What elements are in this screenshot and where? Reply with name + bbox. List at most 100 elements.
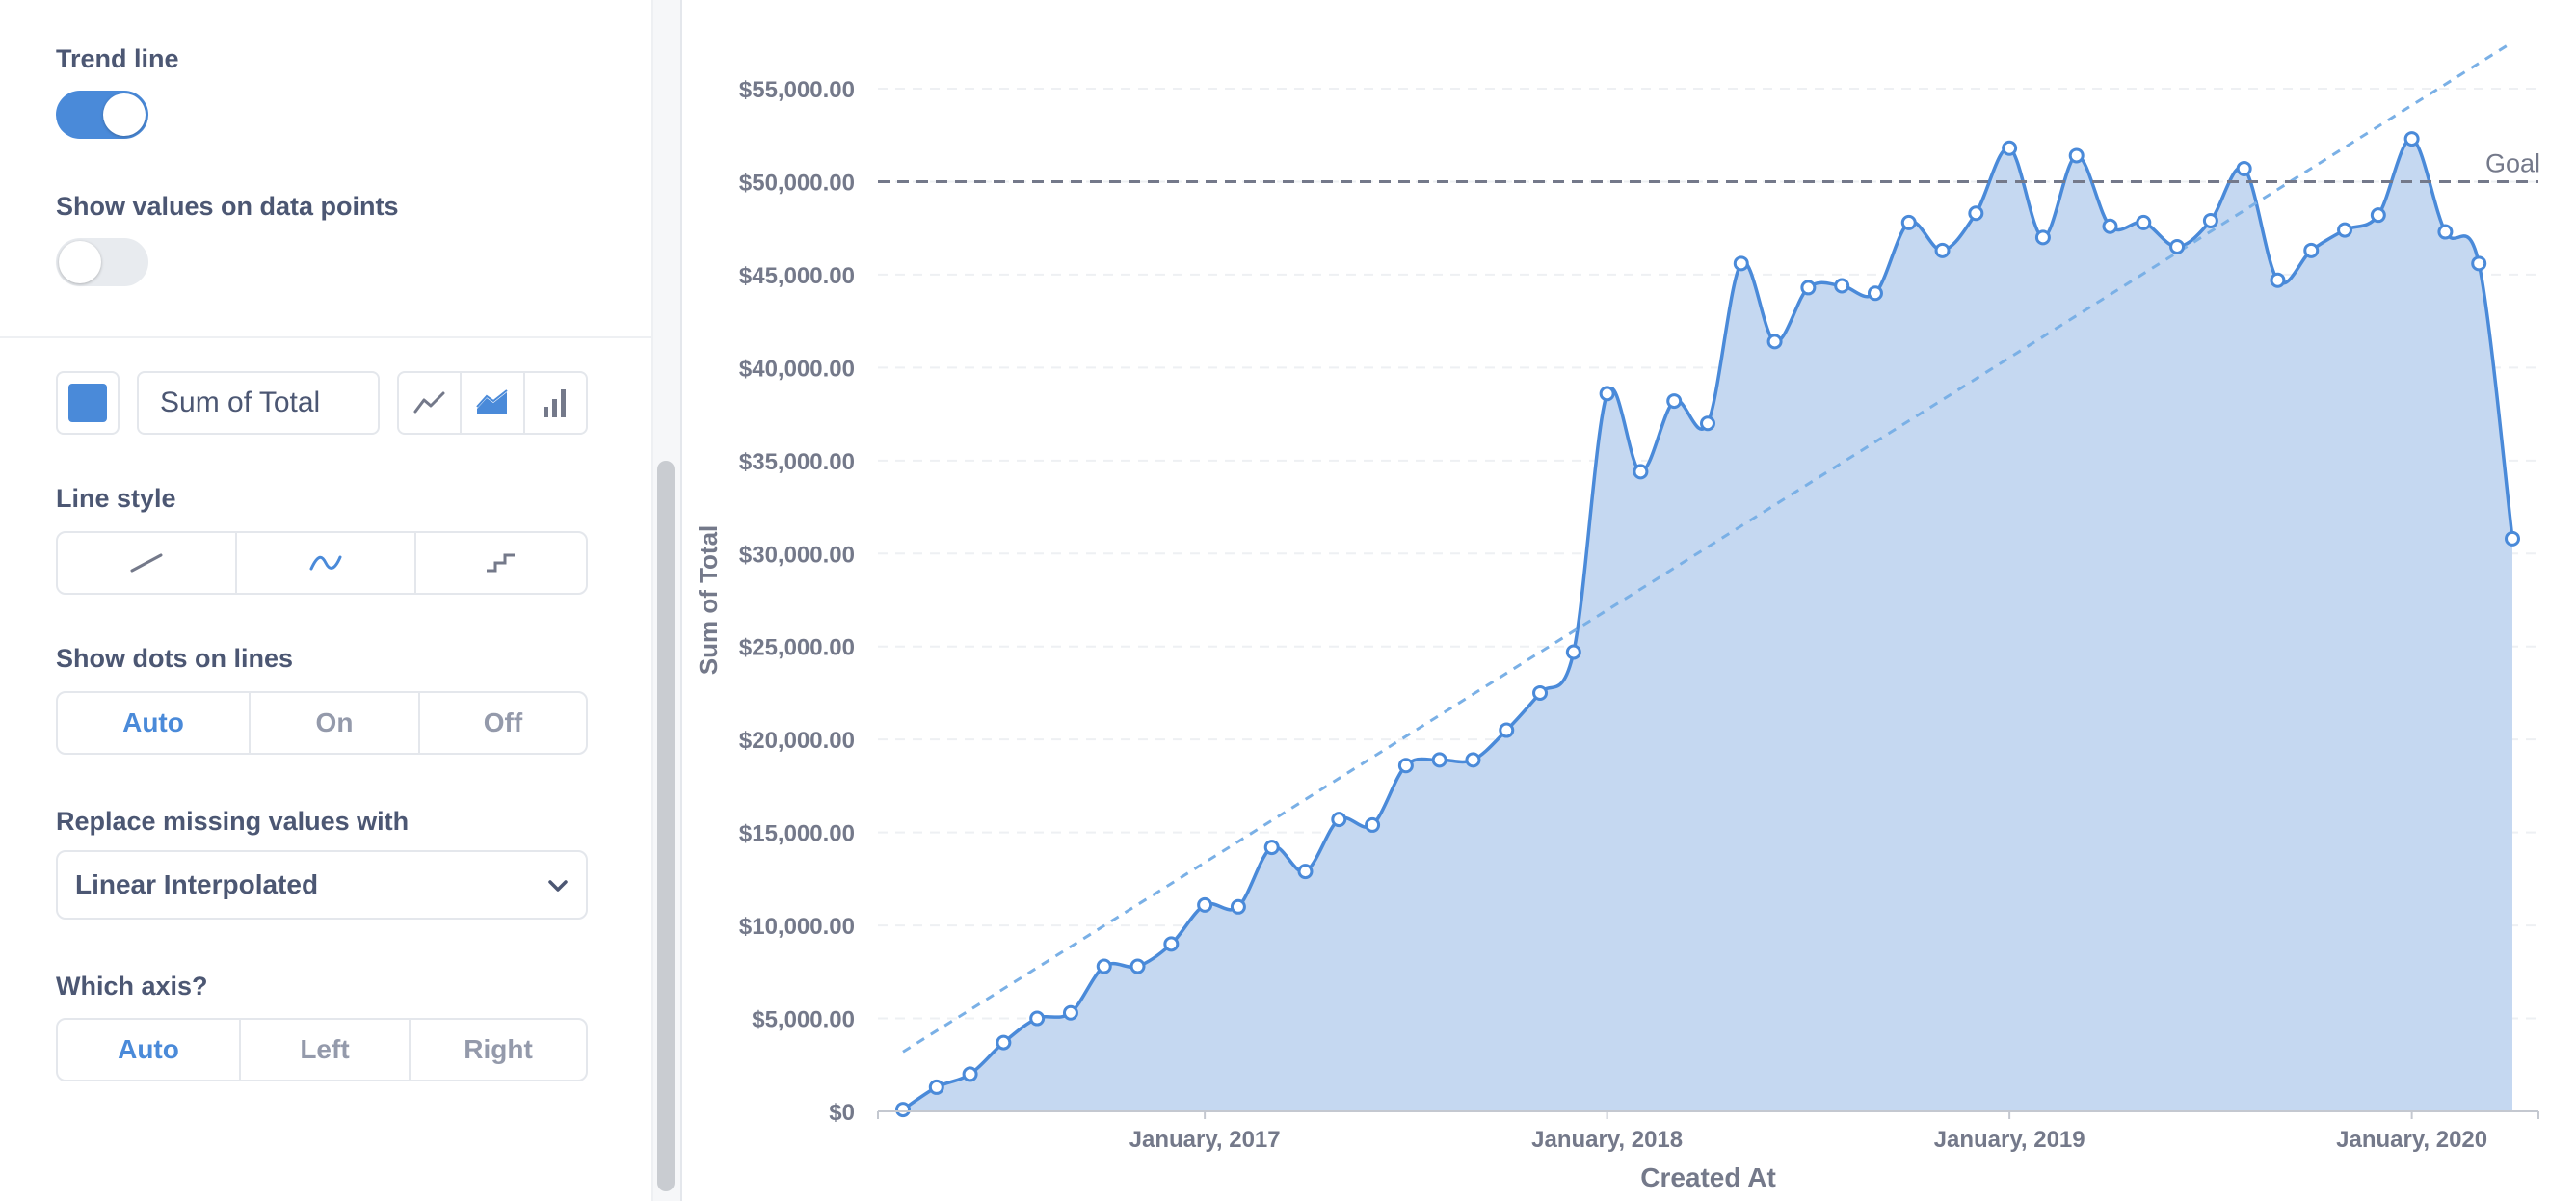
line-chart-type-button[interactable]: [399, 373, 463, 433]
area-chart: Goal $0 $5,000.00 $10,000.00 $15,000.00 $20,…: [694, 40, 2540, 1192]
goal-label: Goal: [2485, 148, 2540, 177]
series-area-fill: [903, 138, 2512, 1112]
axis-right-option[interactable]: Right: [464, 1034, 533, 1064]
dots-off-option[interactable]: Off: [483, 707, 523, 737]
missing-values-label: Replace missing values with: [56, 807, 410, 836]
data-point[interactable]: [2136, 214, 2152, 230]
data-point[interactable]: [2169, 238, 2186, 254]
data-point[interactable]: [1700, 415, 1715, 432]
data-point[interactable]: [1766, 334, 1783, 350]
data-point[interactable]: [1532, 684, 1549, 701]
bar-chart-type-button[interactable]: [525, 373, 586, 433]
line-style-label: Line style: [56, 484, 176, 513]
data-point[interactable]: [1499, 722, 1515, 738]
data-point[interactable]: [1029, 1010, 1046, 1027]
y-tick-label: $0: [829, 1100, 855, 1126]
series-color-picker[interactable]: [56, 371, 120, 435]
dots-on-option[interactable]: On: [251, 693, 420, 753]
curved-line-style-button[interactable]: [237, 533, 416, 593]
y-tick-label: $55,000.00: [739, 77, 855, 103]
data-point[interactable]: [962, 1066, 978, 1082]
curved-line-icon: [309, 555, 342, 571]
y-axis-title: Sum of Total: [694, 525, 723, 676]
x-tick-label: January, 2019: [1934, 1127, 2085, 1153]
data-point[interactable]: [2236, 160, 2252, 176]
y-tick-label: $45,000.00: [739, 263, 855, 289]
data-point[interactable]: [1565, 644, 1581, 660]
data-point[interactable]: [1599, 386, 1615, 402]
data-point[interactable]: [2505, 530, 2520, 547]
area-chart-icon: [476, 389, 508, 414]
dots-auto-option[interactable]: Auto: [58, 693, 251, 753]
chart-settings-sidebar: Trend line Show values on data points Li…: [0, 0, 653, 1201]
which-axis-label: Which axis?: [56, 972, 208, 1001]
data-point[interactable]: [2337, 222, 2353, 238]
data-point[interactable]: [1263, 840, 1280, 856]
data-point[interactable]: [1465, 752, 1481, 768]
axis-left-option[interactable]: Left: [241, 1020, 411, 1080]
series-name-input[interactable]: [137, 371, 380, 435]
data-point[interactable]: [1900, 214, 1917, 230]
data-point[interactable]: [1096, 958, 1112, 974]
step-line-style-button[interactable]: [416, 533, 586, 593]
data-point[interactable]: [2202, 212, 2218, 228]
data-point[interactable]: [1397, 758, 1414, 774]
data-point[interactable]: [2471, 255, 2487, 272]
trend-line-toggle[interactable]: [56, 91, 148, 139]
missing-values-select[interactable]: Linear Interpolated: [56, 850, 588, 920]
data-point[interactable]: [1968, 205, 1984, 222]
step-line-icon: [487, 553, 515, 573]
data-point[interactable]: [2303, 242, 2320, 258]
data-point[interactable]: [1365, 816, 1381, 833]
y-tick-label: $35,000.00: [739, 449, 855, 475]
data-point[interactable]: [1297, 864, 1314, 880]
data-point[interactable]: [1934, 242, 1951, 258]
data-point[interactable]: [2403, 131, 2420, 147]
linear-line-style-button[interactable]: [58, 533, 237, 593]
y-tick-label: $10,000.00: [739, 914, 855, 940]
sidebar-scrollbar-thumb[interactable]: [657, 461, 675, 1191]
data-point[interactable]: [2102, 218, 2118, 234]
data-point[interactable]: [1800, 280, 1817, 296]
y-tick-label: $15,000.00: [739, 821, 855, 847]
missing-values-selected-value: Linear Interpolated: [75, 869, 319, 899]
axis-auto-option[interactable]: Auto: [58, 1020, 241, 1080]
data-point[interactable]: [2270, 272, 2286, 288]
data-point[interactable]: [1633, 464, 1649, 480]
data-point[interactable]: [1666, 393, 1683, 410]
show-dots-selector: Auto On Off: [56, 691, 588, 755]
data-point[interactable]: [1062, 1004, 1078, 1021]
data-point[interactable]: [2002, 140, 2018, 156]
linear-line-icon: [130, 553, 163, 573]
toggle-knob: [103, 93, 146, 136]
y-tick-label: $30,000.00: [739, 542, 855, 568]
data-point[interactable]: [996, 1034, 1012, 1051]
data-point[interactable]: [1733, 255, 1749, 272]
line-chart-icon: [413, 391, 445, 414]
data-point[interactable]: [2034, 229, 2051, 246]
x-axis-title: Created At: [1640, 1162, 1776, 1192]
data-point[interactable]: [2068, 147, 2085, 164]
area-chart-type-button[interactable]: [462, 373, 525, 433]
x-tick-label: January, 2017: [1129, 1127, 1281, 1153]
data-point[interactable]: [1129, 958, 1146, 974]
data-point[interactable]: [1867, 285, 1883, 302]
bar-chart-icon: [544, 389, 567, 417]
data-point[interactable]: [1163, 936, 1180, 952]
data-point[interactable]: [2437, 224, 2454, 240]
chevron-down-icon: [548, 880, 568, 892]
show-values-toggle[interactable]: [56, 238, 148, 286]
data-point[interactable]: [1197, 896, 1213, 913]
data-point[interactable]: [928, 1079, 944, 1095]
data-point[interactable]: [1230, 898, 1246, 915]
x-tick-label: January, 2018: [1531, 1127, 1683, 1153]
y-tick-label: $40,000.00: [739, 356, 855, 382]
y-tick-label: $50,000.00: [739, 170, 855, 196]
trend-line: [902, 40, 2513, 1054]
data-point[interactable]: [895, 1102, 911, 1118]
data-point[interactable]: [1834, 278, 1850, 294]
line-style-selector: [56, 531, 588, 595]
data-point[interactable]: [2370, 207, 2386, 224]
data-point[interactable]: [1331, 812, 1347, 828]
data-point[interactable]: [1431, 752, 1447, 768]
